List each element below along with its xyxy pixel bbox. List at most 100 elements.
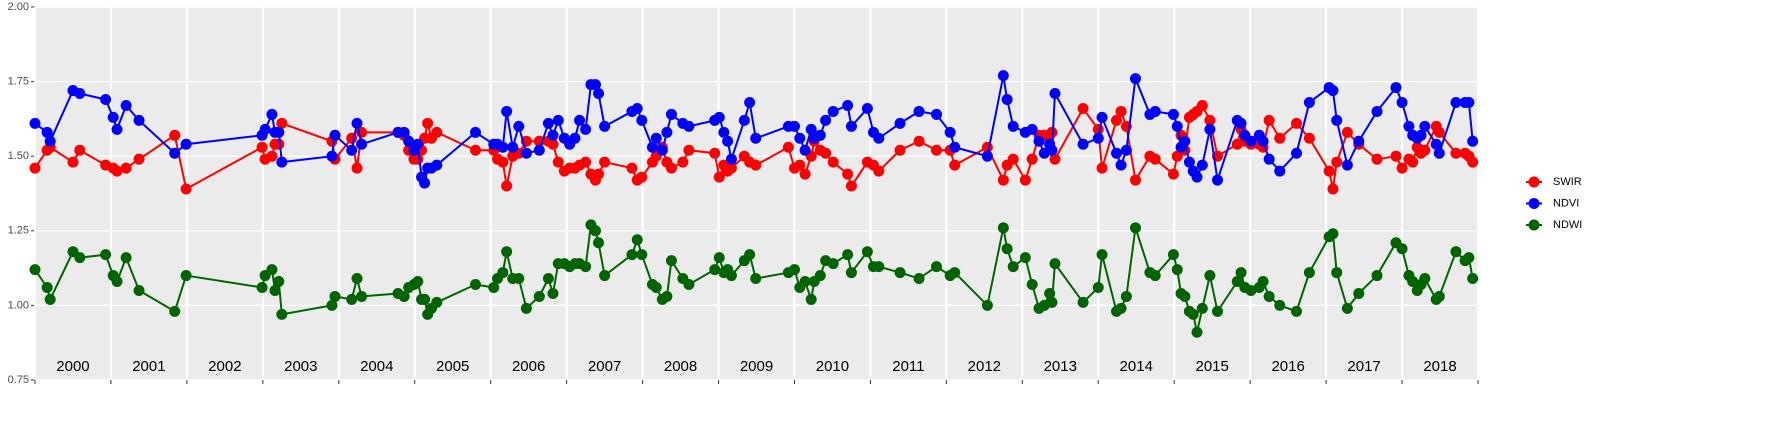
point [636,114,648,126]
point [1196,159,1208,171]
point [41,126,53,138]
point [782,141,794,153]
point [1171,264,1183,276]
point [1433,126,1445,138]
y-tick-label: 1.75 [8,76,29,88]
point [1396,96,1408,108]
point [646,141,658,153]
point [1001,243,1013,255]
point [873,132,885,144]
point [133,114,145,126]
point [1467,156,1479,168]
point [501,246,513,258]
point [656,144,668,156]
point [431,296,443,308]
point [469,126,481,138]
point [1303,132,1315,144]
point [1044,287,1056,299]
point [1403,120,1415,132]
point [661,290,673,302]
point [41,281,53,293]
point [894,144,906,156]
point [1327,228,1339,240]
point [547,129,559,141]
point [1415,129,1427,141]
point [1212,174,1224,186]
point [750,273,762,285]
point [1171,120,1183,132]
point [1341,159,1353,171]
year-label: 2015 [1195,358,1228,375]
point [1327,85,1339,97]
point [842,249,854,261]
point [842,168,854,180]
point [1303,267,1315,279]
point [111,123,123,135]
point [718,126,730,138]
point [799,168,811,180]
point [1341,126,1353,138]
point [67,156,79,168]
point [1407,276,1419,288]
point [1430,138,1442,150]
point [913,273,925,285]
point [1007,153,1019,165]
legend-label: SWIR [1553,176,1582,188]
point [589,79,601,91]
point [419,293,431,305]
point [794,132,806,144]
point [1390,82,1402,94]
point [513,120,525,132]
point [1149,105,1161,117]
point [873,165,885,177]
point [580,123,592,135]
point [1212,305,1224,317]
point [1179,290,1191,302]
year-label: 2008 [664,358,697,375]
point [1245,135,1257,147]
point [725,153,737,165]
point [356,138,368,150]
point [1026,153,1038,165]
point [981,299,993,311]
point [1245,284,1257,296]
point [599,270,611,282]
point [1110,147,1122,159]
point [513,273,525,285]
point [1274,165,1286,177]
point [1077,138,1089,150]
point [497,141,509,153]
year-label: 2003 [284,358,317,375]
point [1463,96,1475,108]
point [1187,308,1199,320]
point [574,114,586,126]
point [845,180,857,192]
point [1096,111,1108,123]
year-label: 2011 [892,358,924,375]
point [29,162,41,174]
point [1096,162,1108,174]
point [1120,290,1132,302]
point [631,102,643,114]
point [683,279,695,291]
point [709,147,721,159]
point [1396,162,1408,174]
point [665,108,677,120]
year-label: 2007 [588,358,621,375]
point [1049,153,1061,165]
point [1196,99,1208,111]
point [1204,123,1216,135]
point [273,138,285,150]
point [552,114,564,126]
year-label: 2005 [436,358,469,375]
point [1331,267,1343,279]
point [827,156,839,168]
point [814,270,826,282]
point [593,237,605,249]
point [744,96,756,108]
point [100,94,112,106]
year-label: 2012 [968,358,1001,375]
point [74,88,86,100]
point [259,123,271,135]
